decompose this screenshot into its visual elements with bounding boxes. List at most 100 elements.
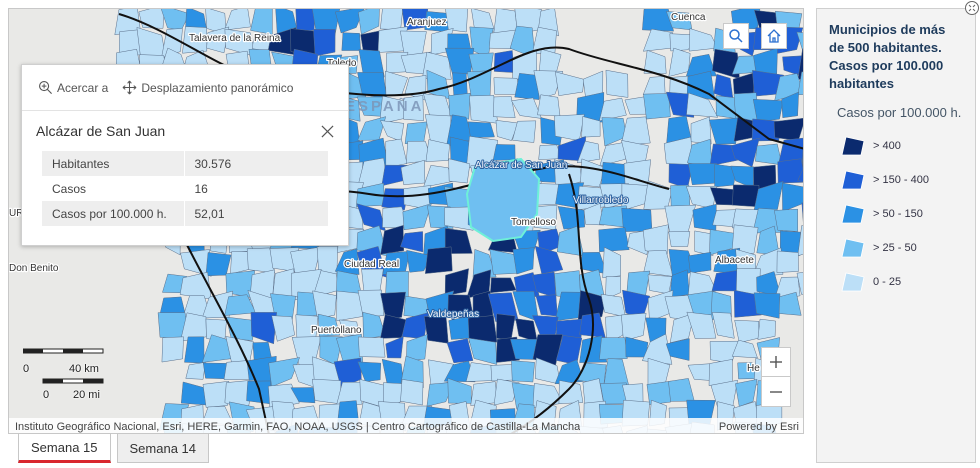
municipality-polygon[interactable] xyxy=(470,381,498,406)
municipality-polygon[interactable] xyxy=(426,381,455,407)
municipality-polygon[interactable] xyxy=(773,117,804,141)
municipality-polygon[interactable] xyxy=(424,316,449,344)
municipality-polygon[interactable] xyxy=(400,379,424,406)
municipality-polygon[interactable] xyxy=(599,337,628,360)
municipality-polygon[interactable] xyxy=(686,311,717,339)
municipality-polygon[interactable] xyxy=(752,99,784,122)
municipality-polygon[interactable] xyxy=(184,336,205,364)
municipality-polygon[interactable] xyxy=(537,94,561,117)
municipality-polygon[interactable] xyxy=(753,180,784,211)
municipality-polygon[interactable] xyxy=(467,121,495,139)
municipality-polygon[interactable] xyxy=(533,70,564,99)
municipality-polygon[interactable] xyxy=(493,50,514,73)
municipality-polygon[interactable] xyxy=(161,28,183,59)
municipality-polygon[interactable] xyxy=(669,312,695,344)
municipality-polygon[interactable] xyxy=(493,96,516,118)
map-view[interactable]: Talavera de la Reina Aranjuez Cuenca Tol… xyxy=(8,8,804,434)
municipality-polygon[interactable] xyxy=(599,141,630,167)
municipality-polygon[interactable] xyxy=(333,357,362,388)
municipality-polygon[interactable] xyxy=(161,336,184,363)
municipality-polygon[interactable] xyxy=(357,361,381,382)
municipality-polygon[interactable] xyxy=(620,116,651,146)
collapse-panel-icon[interactable] xyxy=(964,0,980,16)
municipality-polygon[interactable] xyxy=(268,357,301,388)
powered-by-esri[interactable]: Powered by Esri xyxy=(718,420,799,433)
municipality-polygon[interactable] xyxy=(250,9,273,35)
municipality-polygon[interactable] xyxy=(797,71,804,96)
municipality-polygon[interactable] xyxy=(554,114,585,142)
municipality-polygon[interactable] xyxy=(731,339,758,359)
municipality-polygon[interactable] xyxy=(444,228,473,254)
municipality-polygon[interactable] xyxy=(642,9,674,32)
municipality-polygon[interactable] xyxy=(406,249,432,273)
municipality-polygon[interactable] xyxy=(424,246,453,274)
municipality-polygon[interactable] xyxy=(668,231,691,247)
municipality-polygon[interactable] xyxy=(465,362,495,382)
municipality-polygon[interactable] xyxy=(512,120,537,143)
municipality-polygon[interactable] xyxy=(406,334,428,362)
municipality-polygon[interactable] xyxy=(621,207,653,232)
municipality-polygon[interactable] xyxy=(358,336,386,358)
municipality-polygon[interactable] xyxy=(380,9,404,30)
municipality-polygon[interactable] xyxy=(202,380,230,408)
municipality-polygon[interactable] xyxy=(444,206,474,231)
municipality-polygon[interactable] xyxy=(694,230,714,256)
municipality-polygon[interactable] xyxy=(665,338,690,361)
municipality-polygon[interactable] xyxy=(380,291,406,320)
municipality-polygon[interactable] xyxy=(512,247,535,275)
municipality-polygon[interactable] xyxy=(731,224,759,257)
municipality-polygon[interactable] xyxy=(385,336,404,359)
municipality-polygon[interactable] xyxy=(735,379,758,407)
home-button[interactable] xyxy=(761,23,787,49)
municipality-polygon[interactable] xyxy=(687,163,718,185)
choropleth-layer[interactable] xyxy=(114,9,804,434)
map-canvas[interactable]: Talavera de la Reina Aranjuez Cuenca Tol… xyxy=(9,9,804,434)
municipality-polygon[interactable] xyxy=(358,9,380,35)
municipality-polygon[interactable] xyxy=(358,49,385,78)
pan-action[interactable]: Desplazamiento panorámico xyxy=(122,80,293,95)
municipality-polygon[interactable] xyxy=(802,139,804,169)
selected-municipality-alcazar[interactable] xyxy=(465,157,541,243)
municipality-polygon[interactable] xyxy=(311,378,342,405)
municipality-polygon[interactable] xyxy=(576,140,601,164)
municipality-polygon[interactable] xyxy=(605,69,629,98)
municipality-polygon[interactable] xyxy=(796,269,804,295)
feature-popup[interactable]: Acercar a Desplazamiento panorámico Alcá… xyxy=(21,64,349,246)
municipality-polygon[interactable] xyxy=(341,32,361,51)
municipality-polygon[interactable] xyxy=(357,289,385,318)
municipality-polygon[interactable] xyxy=(317,313,341,337)
popup-close-button[interactable] xyxy=(321,125,334,138)
municipality-polygon[interactable] xyxy=(801,202,804,228)
municipality-polygon[interactable] xyxy=(642,224,669,255)
municipality-polygon[interactable] xyxy=(621,312,647,342)
municipality-polygon[interactable] xyxy=(446,338,474,364)
municipality-polygon[interactable] xyxy=(336,290,363,322)
municipality-polygon[interactable] xyxy=(774,208,799,232)
municipality-polygon[interactable] xyxy=(781,91,799,119)
municipality-polygon[interactable] xyxy=(495,120,519,141)
municipality-polygon[interactable] xyxy=(753,292,781,319)
municipality-polygon[interactable] xyxy=(250,312,277,345)
municipality-polygon[interactable] xyxy=(381,164,408,187)
municipality-polygon[interactable] xyxy=(708,117,739,145)
municipality-polygon[interactable] xyxy=(687,251,712,274)
municipality-polygon[interactable] xyxy=(796,31,804,53)
municipality-polygon[interactable] xyxy=(598,97,627,122)
municipality-polygon[interactable] xyxy=(313,29,336,57)
municipality-polygon[interactable] xyxy=(402,203,432,231)
municipality-polygon[interactable] xyxy=(159,296,186,314)
municipality-polygon[interactable] xyxy=(581,116,601,138)
municipality-polygon[interactable] xyxy=(403,95,424,121)
municipality-polygon[interactable] xyxy=(468,337,498,365)
municipality-polygon[interactable] xyxy=(312,290,337,319)
tab-semana-15[interactable]: Semana 15 xyxy=(18,433,111,463)
municipality-polygon[interactable] xyxy=(605,276,622,300)
municipality-polygon[interactable] xyxy=(580,158,605,188)
municipality-polygon[interactable] xyxy=(782,55,804,76)
municipality-polygon[interactable] xyxy=(797,225,804,257)
municipality-polygon[interactable] xyxy=(641,333,673,365)
municipality-polygon[interactable] xyxy=(400,231,424,253)
municipality-polygon[interactable] xyxy=(138,9,165,29)
municipality-polygon[interactable] xyxy=(776,250,799,273)
municipality-polygon[interactable] xyxy=(425,139,450,162)
